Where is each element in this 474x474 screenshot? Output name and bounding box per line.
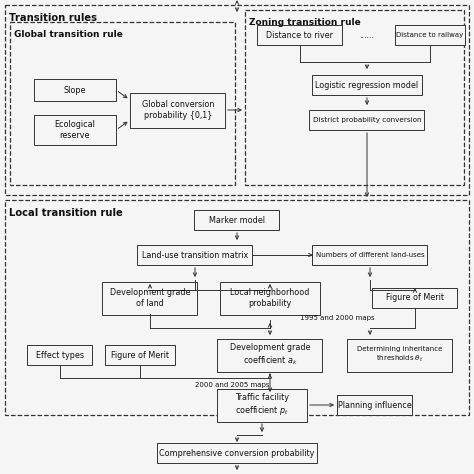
Bar [218, 338, 322, 372]
Text: Figure of Merit: Figure of Merit [111, 350, 169, 359]
Text: Development grade
coefficient $a_k$: Development grade coefficient $a_k$ [230, 343, 310, 367]
Text: 1995 and 2000 maps: 1995 and 2000 maps [300, 315, 374, 321]
Bar [337, 395, 412, 415]
Bar [395, 25, 465, 45]
Bar [10, 22, 235, 185]
Text: Comprehensive conversion probability: Comprehensive conversion probability [159, 448, 315, 457]
Bar [105, 345, 175, 365]
Text: Global conversion
probability {0,1}: Global conversion probability {0,1} [142, 100, 214, 120]
Text: Transition rules: Transition rules [9, 13, 97, 23]
Bar [312, 245, 428, 265]
Bar [34, 79, 116, 101]
Bar [220, 282, 320, 315]
Text: 2000 and 2005 maps: 2000 and 2005 maps [195, 382, 270, 388]
Text: Effect types: Effect types [36, 350, 84, 359]
Text: Slope: Slope [64, 85, 86, 94]
Bar [310, 110, 425, 130]
Text: Logistic regression model: Logistic regression model [315, 81, 419, 90]
Bar [157, 443, 317, 463]
Bar [34, 115, 116, 145]
Bar [102, 282, 198, 315]
Bar [5, 200, 469, 415]
Text: Marker model: Marker model [209, 216, 265, 225]
Text: Development grade
of land: Development grade of land [110, 288, 190, 308]
Bar [373, 288, 457, 308]
Text: Local transition rule: Local transition rule [9, 208, 123, 218]
Text: Traffic facility
coefficient $p_t$: Traffic facility coefficient $p_t$ [235, 393, 289, 417]
Bar [347, 338, 453, 372]
Text: ......: ...... [359, 30, 374, 39]
Bar [27, 345, 92, 365]
Text: Distance to railway: Distance to railway [396, 32, 464, 38]
Text: District probability conversion: District probability conversion [313, 117, 421, 123]
Text: Ecological
reserve: Ecological reserve [55, 120, 95, 140]
Bar [257, 25, 343, 45]
Text: Planning influence: Planning influence [338, 401, 412, 410]
Text: Global transition rule: Global transition rule [14, 30, 123, 39]
Bar [5, 5, 469, 195]
Text: Numbers of different land-uses: Numbers of different land-uses [316, 252, 424, 258]
Bar [130, 92, 226, 128]
Text: Land-use transition matrix: Land-use transition matrix [142, 250, 248, 259]
Bar [245, 10, 464, 185]
Text: Zoning transition rule: Zoning transition rule [249, 18, 361, 27]
Text: Local neighborhood
probability: Local neighborhood probability [230, 288, 310, 308]
Bar [217, 389, 307, 421]
Bar [194, 210, 280, 230]
Text: Distance to river: Distance to river [266, 30, 334, 39]
Bar [137, 245, 253, 265]
Text: Figure of Merit: Figure of Merit [386, 293, 444, 302]
Text: Determining inheritance
thresholds $\theta_t$: Determining inheritance thresholds $\the… [357, 346, 443, 364]
Bar [312, 75, 422, 95]
